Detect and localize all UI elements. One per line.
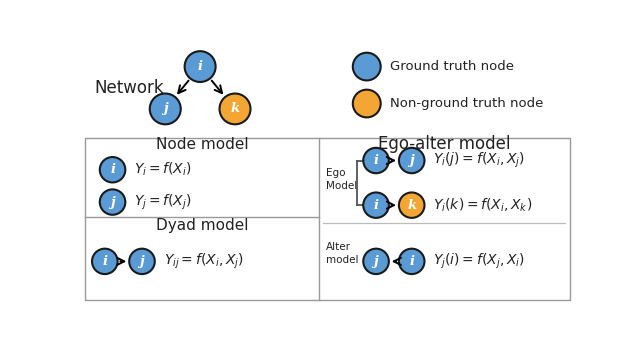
Text: i: i xyxy=(110,163,115,176)
Text: Dyad model: Dyad model xyxy=(156,218,248,234)
Text: Node model: Node model xyxy=(156,137,248,152)
Text: i: i xyxy=(409,255,414,268)
Text: j: j xyxy=(163,103,168,116)
Text: $Y_{ij} = f(X_i, X_j)$: $Y_{ij} = f(X_i, X_j)$ xyxy=(164,252,244,271)
Circle shape xyxy=(220,94,250,124)
Text: i: i xyxy=(198,60,203,73)
Circle shape xyxy=(399,192,424,218)
Circle shape xyxy=(399,148,424,173)
Text: $Y_j(i) = f(X_j, X_i)$: $Y_j(i) = f(X_j, X_i)$ xyxy=(433,252,525,271)
Circle shape xyxy=(150,94,180,124)
Circle shape xyxy=(364,249,389,274)
Text: j: j xyxy=(140,255,145,268)
Text: k: k xyxy=(230,103,239,116)
Circle shape xyxy=(364,148,389,173)
Circle shape xyxy=(92,249,118,274)
Circle shape xyxy=(129,249,155,274)
Text: i: i xyxy=(374,154,378,167)
Text: Alter
model: Alter model xyxy=(326,242,358,265)
Text: i: i xyxy=(374,199,378,212)
Circle shape xyxy=(353,90,381,117)
Text: k: k xyxy=(407,199,416,212)
Text: Ground truth node: Ground truth node xyxy=(390,60,514,73)
Text: i: i xyxy=(102,255,108,268)
Text: $Y_i(j) = f(X_i, X_j)$: $Y_i(j) = f(X_i, X_j)$ xyxy=(433,151,525,170)
Text: $Y_j = f(X_j)$: $Y_j = f(X_j)$ xyxy=(134,192,192,212)
Text: j: j xyxy=(410,154,414,167)
Text: Non-ground truth node: Non-ground truth node xyxy=(390,97,543,110)
Circle shape xyxy=(100,157,125,182)
Text: j: j xyxy=(374,255,378,268)
Text: Ego-alter model: Ego-alter model xyxy=(378,135,511,153)
Circle shape xyxy=(364,192,389,218)
Circle shape xyxy=(399,249,424,274)
Text: Ego
Model: Ego Model xyxy=(326,168,357,191)
Circle shape xyxy=(100,189,125,215)
Text: Network: Network xyxy=(94,79,164,97)
Text: $Y_i(k) = f(X_i, X_k)$: $Y_i(k) = f(X_i, X_k)$ xyxy=(433,197,532,214)
Circle shape xyxy=(184,51,216,82)
Text: j: j xyxy=(110,196,115,209)
Text: $Y_i = f(X_i)$: $Y_i = f(X_i)$ xyxy=(134,161,192,178)
Circle shape xyxy=(353,53,381,80)
